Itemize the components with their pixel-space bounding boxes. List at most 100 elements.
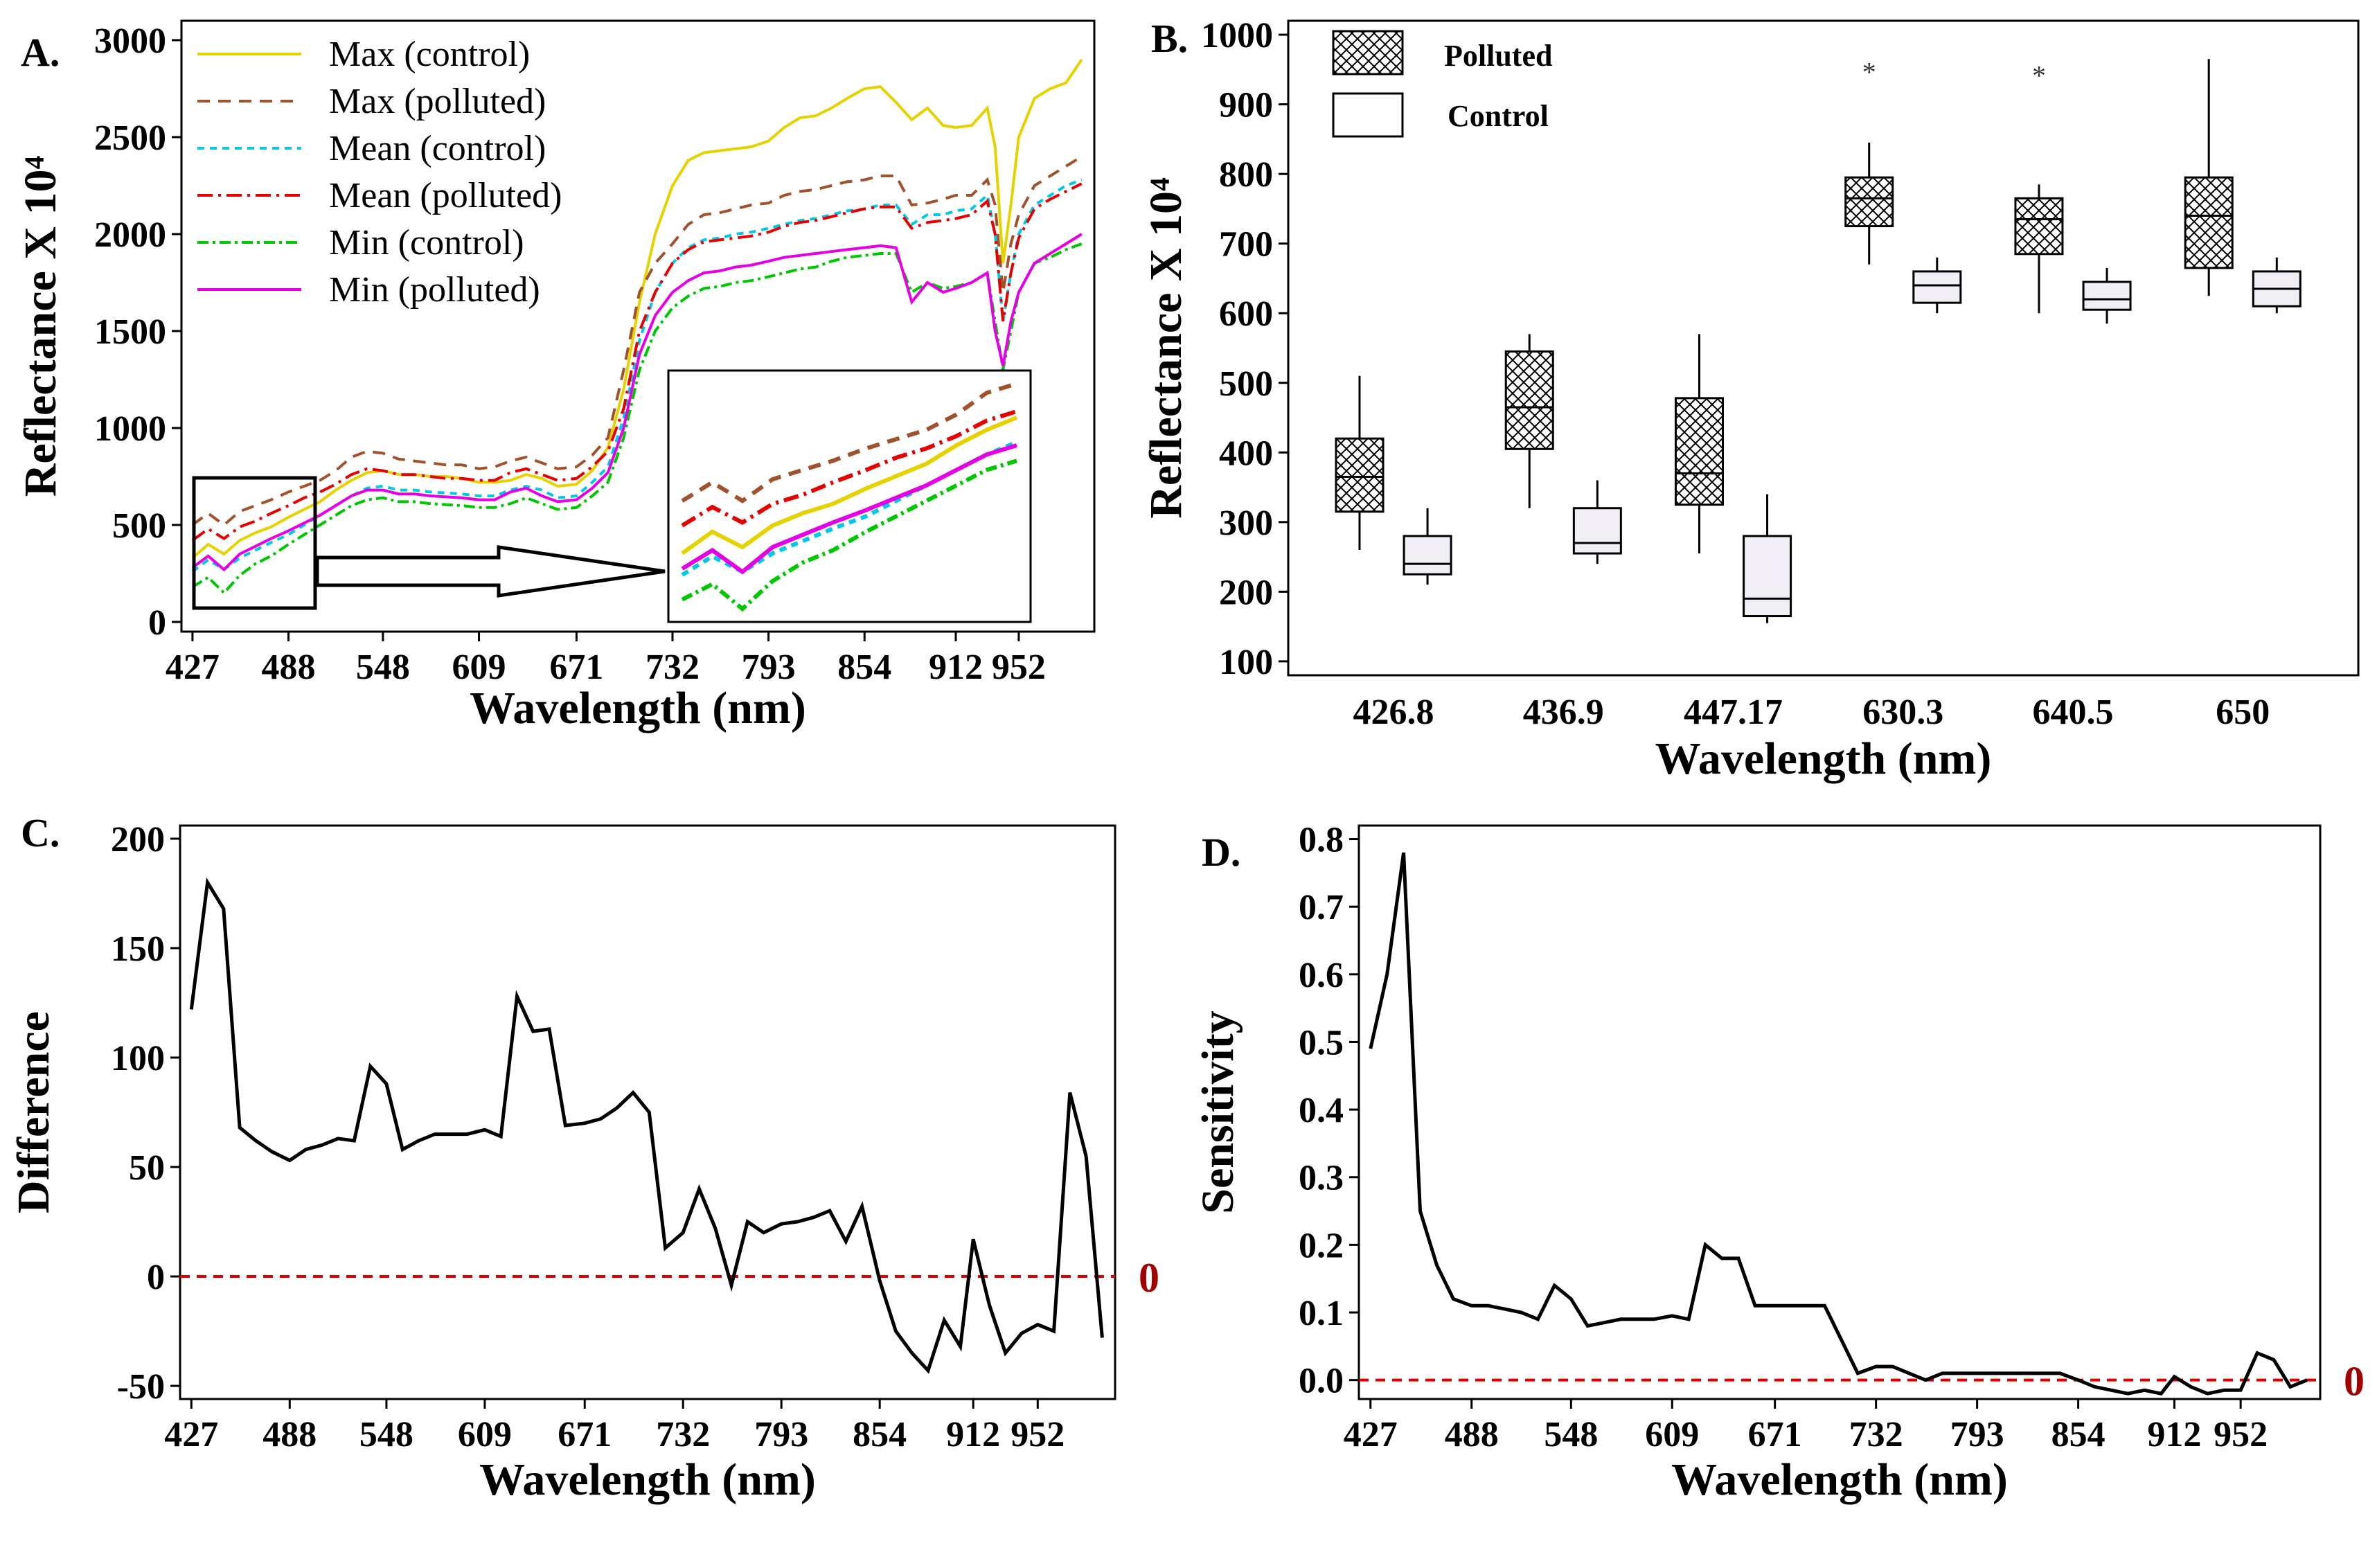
panel-c: 0 427 488 548 609 671 732 793 854 912 952 -50 0 50 100… (8, 810, 1159, 1505)
panel-d-ytick-label: 0.4 (1299, 1091, 1344, 1130)
panel-d-ytick-label: 0.3 (1299, 1159, 1344, 1198)
panel-a-legend-label: Mean (control) (329, 129, 546, 168)
panel-b-ytick-label: 500 (1219, 364, 1273, 404)
panel-b-polluted-box (1844, 176, 1894, 228)
panel-a-legend-label: Max (polluted) (329, 82, 546, 121)
panel-d-ytick-label: 0.5 (1299, 1023, 1344, 1062)
panel-d-xtick-label: 548 (1544, 1415, 1598, 1454)
panel-b-control-box (1403, 535, 1452, 576)
panel-d-label: D. (1202, 830, 1240, 875)
panel-a-xtick-label: 488 (262, 648, 316, 687)
panel-b-control-box (1572, 507, 1622, 555)
panel-d: 0 427 488 548 609 671 732 793 854 912 952 0.0 0.1 0.2… (1193, 821, 2365, 1505)
panel-c-frame (179, 824, 1116, 1400)
panel-d-reference-label: 0 (2344, 1359, 2365, 1405)
panel-c-xtick-label: 912 (946, 1415, 1000, 1454)
panel-c-data-line (189, 877, 1104, 1374)
panel-a-ytick-label: 1500 (94, 312, 166, 352)
panel-b-legend-label: Polluted (1444, 39, 1552, 73)
panel-b-xtick-label: 640.5 (2033, 693, 2114, 732)
panel-a-ytick-label: 3000 (94, 21, 166, 61)
panel-b-legend-swatch-control (1332, 92, 1404, 138)
panel-c-xtick-label: 609 (458, 1415, 512, 1454)
panel-c-ytick-label: 200 (111, 820, 165, 859)
panel-b-ylabel: Reflectance X 10⁴ (1141, 177, 1191, 519)
panel-a: 427 488 548 609 671 732 793 854 912 952 0 500 1000 15… (15, 19, 1096, 733)
panel-c-xtick-label: 671 (558, 1415, 612, 1454)
panel-a-series-line (191, 233, 1083, 572)
panel-c-xtick-label: 952 (1011, 1415, 1065, 1454)
panel-a-ytick-label: 1000 (94, 409, 166, 449)
panel-a-xtick-label: 548 (356, 648, 410, 687)
panel-a-xtick-label: 854 (837, 648, 891, 687)
panel-b-ytick-label: 800 (1219, 155, 1273, 195)
panel-a-ytick-label: 2500 (94, 118, 166, 158)
panel-c-ytick-label: 0 (147, 1258, 165, 1297)
panel-b-control-box (1743, 535, 1792, 618)
panel-a-ytick-label: 0 (148, 603, 166, 643)
panel-a-legend-label: Max (control) (329, 35, 530, 74)
panel-b-label: B. (1151, 16, 1188, 61)
panel-c-ytick-label: 50 (129, 1148, 165, 1188)
panel-d-xtick-label: 912 (2147, 1415, 2201, 1454)
panel-b-ytick-label: 100 (1219, 643, 1273, 682)
panel-a-legend-label: Mean (polluted) (329, 176, 562, 215)
panel-b-ytick-label: 400 (1219, 434, 1273, 473)
panel-a-zoom-arrow (315, 545, 666, 598)
panel-a-frame (180, 19, 1096, 633)
panel-b-polluted-box (2184, 176, 2234, 269)
panel-a-series-line (191, 182, 1083, 542)
panel-d-ytick-label: 0.7 (1299, 888, 1344, 927)
panel-c-ytick-label: 100 (111, 1039, 165, 1078)
panel-b-ytick-label: 700 (1219, 225, 1273, 265)
panel-b-xtick-label: 447.17 (1684, 693, 1783, 732)
panel-b-xtick-label: 650 (2216, 693, 2270, 732)
panel-a-inset-line (681, 409, 1017, 528)
panel-a-ylabel: Reflectance X 10⁴ (15, 156, 66, 497)
panel-a-xtick-label: 671 (549, 648, 603, 687)
panel-a-xlabel: Wavelength (nm) (470, 683, 806, 733)
panel-d-xlabel: Wavelength (nm) (1671, 1454, 2008, 1505)
panel-a-ytick-label: 2000 (94, 215, 166, 255)
panel-b-ytick-label: 900 (1219, 86, 1273, 125)
panel-a-inset-line (681, 382, 1017, 504)
panel-a-inset-line (681, 443, 1017, 575)
panel-c-xtick-label: 427 (164, 1415, 218, 1454)
panel-d-xtick-label: 732 (1849, 1415, 1903, 1454)
panel-b-legend-label: Control (1448, 99, 1549, 133)
panel-d-xtick-label: 854 (2051, 1415, 2106, 1454)
panel-a-xtick-label: 732 (646, 648, 700, 687)
panel-b-outlier-marker: * (2032, 60, 2046, 91)
panel-b-ytick-label: 300 (1219, 504, 1273, 543)
panel-c-xtick-label: 793 (754, 1415, 808, 1454)
panel-b-polluted-box (1335, 437, 1385, 513)
panel-a-inset-line (681, 416, 1018, 555)
panel-c-ylabel: Difference (8, 1011, 59, 1213)
panel-b-xlabel: Wavelength (nm) (1655, 733, 1992, 784)
panel-c-xlabel: Wavelength (nm) (479, 1454, 816, 1505)
panel-a-legend-label: Min (control) (329, 223, 524, 262)
panel-c-label: C. (21, 810, 60, 855)
panel-d-ytick-label: 0.0 (1299, 1362, 1344, 1401)
panel-b-polluted-box (1504, 350, 1554, 450)
panel-a-xtick-label: 609 (452, 648, 506, 687)
panel-d-xtick-label: 952 (2214, 1415, 2268, 1454)
panel-b-polluted-box (1674, 397, 1724, 506)
panel-d-ytick-label: 0.6 (1299, 956, 1344, 995)
panel-b-ytick-label: 600 (1219, 294, 1273, 334)
panel-d-xtick-label: 793 (1950, 1415, 2004, 1454)
panel-b-outlier-marker: * (1862, 56, 1876, 87)
panel-c-reference-label: 0 (1139, 1255, 1159, 1301)
panel-c-xtick-label: 732 (656, 1415, 710, 1454)
panel-c-xtick-label: 854 (853, 1415, 907, 1454)
panel-a-xtick-label: 427 (166, 648, 220, 687)
panel-d-data-line (1369, 852, 2308, 1396)
panel-b-xtick-label: 630.3 (1862, 693, 1943, 732)
panel-a-series-line (191, 155, 1083, 527)
panel-a-xtick-label: 793 (742, 648, 796, 687)
panel-a-inset (667, 369, 1032, 623)
panel-a-legend-label: Min (polluted) (329, 270, 540, 310)
panel-b-legend-swatch-polluted (1332, 30, 1404, 75)
panel-d-frame (1357, 824, 2322, 1400)
